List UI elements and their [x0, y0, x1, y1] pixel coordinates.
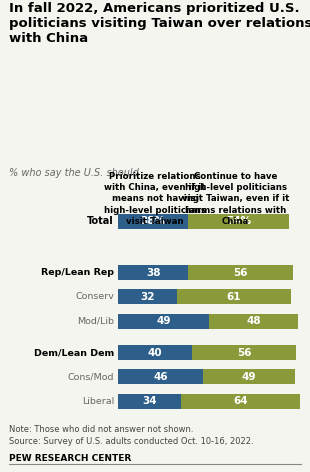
- Bar: [181, 394, 300, 408]
- Text: Conserv: Conserv: [75, 292, 114, 301]
- Text: 61: 61: [227, 292, 241, 302]
- Text: 48: 48: [246, 316, 261, 326]
- Bar: [188, 265, 293, 280]
- Bar: [188, 214, 289, 228]
- Text: Dem/Lean Dem: Dem/Lean Dem: [34, 348, 114, 357]
- Text: 38: 38: [146, 268, 160, 278]
- Text: 56: 56: [233, 268, 248, 278]
- Text: Total: Total: [87, 216, 114, 226]
- Bar: [118, 265, 188, 280]
- Text: 32: 32: [140, 292, 155, 302]
- Text: 56: 56: [237, 347, 251, 357]
- Text: Mod/Lib: Mod/Lib: [77, 317, 114, 326]
- Text: Cons/Mod: Cons/Mod: [68, 372, 114, 381]
- Bar: [177, 289, 291, 304]
- Text: 38%: 38%: [141, 216, 166, 226]
- Text: Source: Survey of U.S. adults conducted Oct. 10-16, 2022.: Source: Survey of U.S. adults conducted …: [9, 437, 254, 446]
- Text: Prioritize relations
with China, even if it
means not having
high-level politici: Prioritize relations with China, even if…: [104, 172, 206, 226]
- Text: PEW RESEARCH CENTER: PEW RESEARCH CENTER: [9, 454, 131, 463]
- Text: Continue to have
high-level politicians
visit Taiwan, even if it
harms relations: Continue to have high-level politicians …: [182, 172, 289, 226]
- Bar: [118, 289, 177, 304]
- Bar: [203, 370, 294, 384]
- Bar: [118, 370, 203, 384]
- Text: Note: Those who did not answer not shown.: Note: Those who did not answer not shown…: [9, 425, 194, 434]
- Bar: [192, 345, 296, 360]
- Bar: [209, 314, 298, 329]
- Text: 40: 40: [148, 347, 162, 357]
- Bar: [118, 214, 188, 228]
- Text: 49: 49: [242, 372, 256, 382]
- Text: % who say the U.S. should ...: % who say the U.S. should ...: [9, 168, 152, 177]
- Bar: [118, 314, 209, 329]
- Text: 34: 34: [142, 396, 157, 406]
- Text: 46: 46: [153, 372, 168, 382]
- Text: 54%: 54%: [226, 216, 251, 226]
- Text: In fall 2022, Americans prioritized U.S.
politicians visiting Taiwan over relati: In fall 2022, Americans prioritized U.S.…: [9, 2, 310, 45]
- Text: Liberal: Liberal: [82, 396, 114, 405]
- Text: 64: 64: [233, 396, 248, 406]
- Bar: [118, 394, 181, 408]
- Text: 49: 49: [156, 316, 171, 326]
- Text: Rep/Lean Rep: Rep/Lean Rep: [41, 268, 114, 277]
- Bar: [118, 345, 192, 360]
